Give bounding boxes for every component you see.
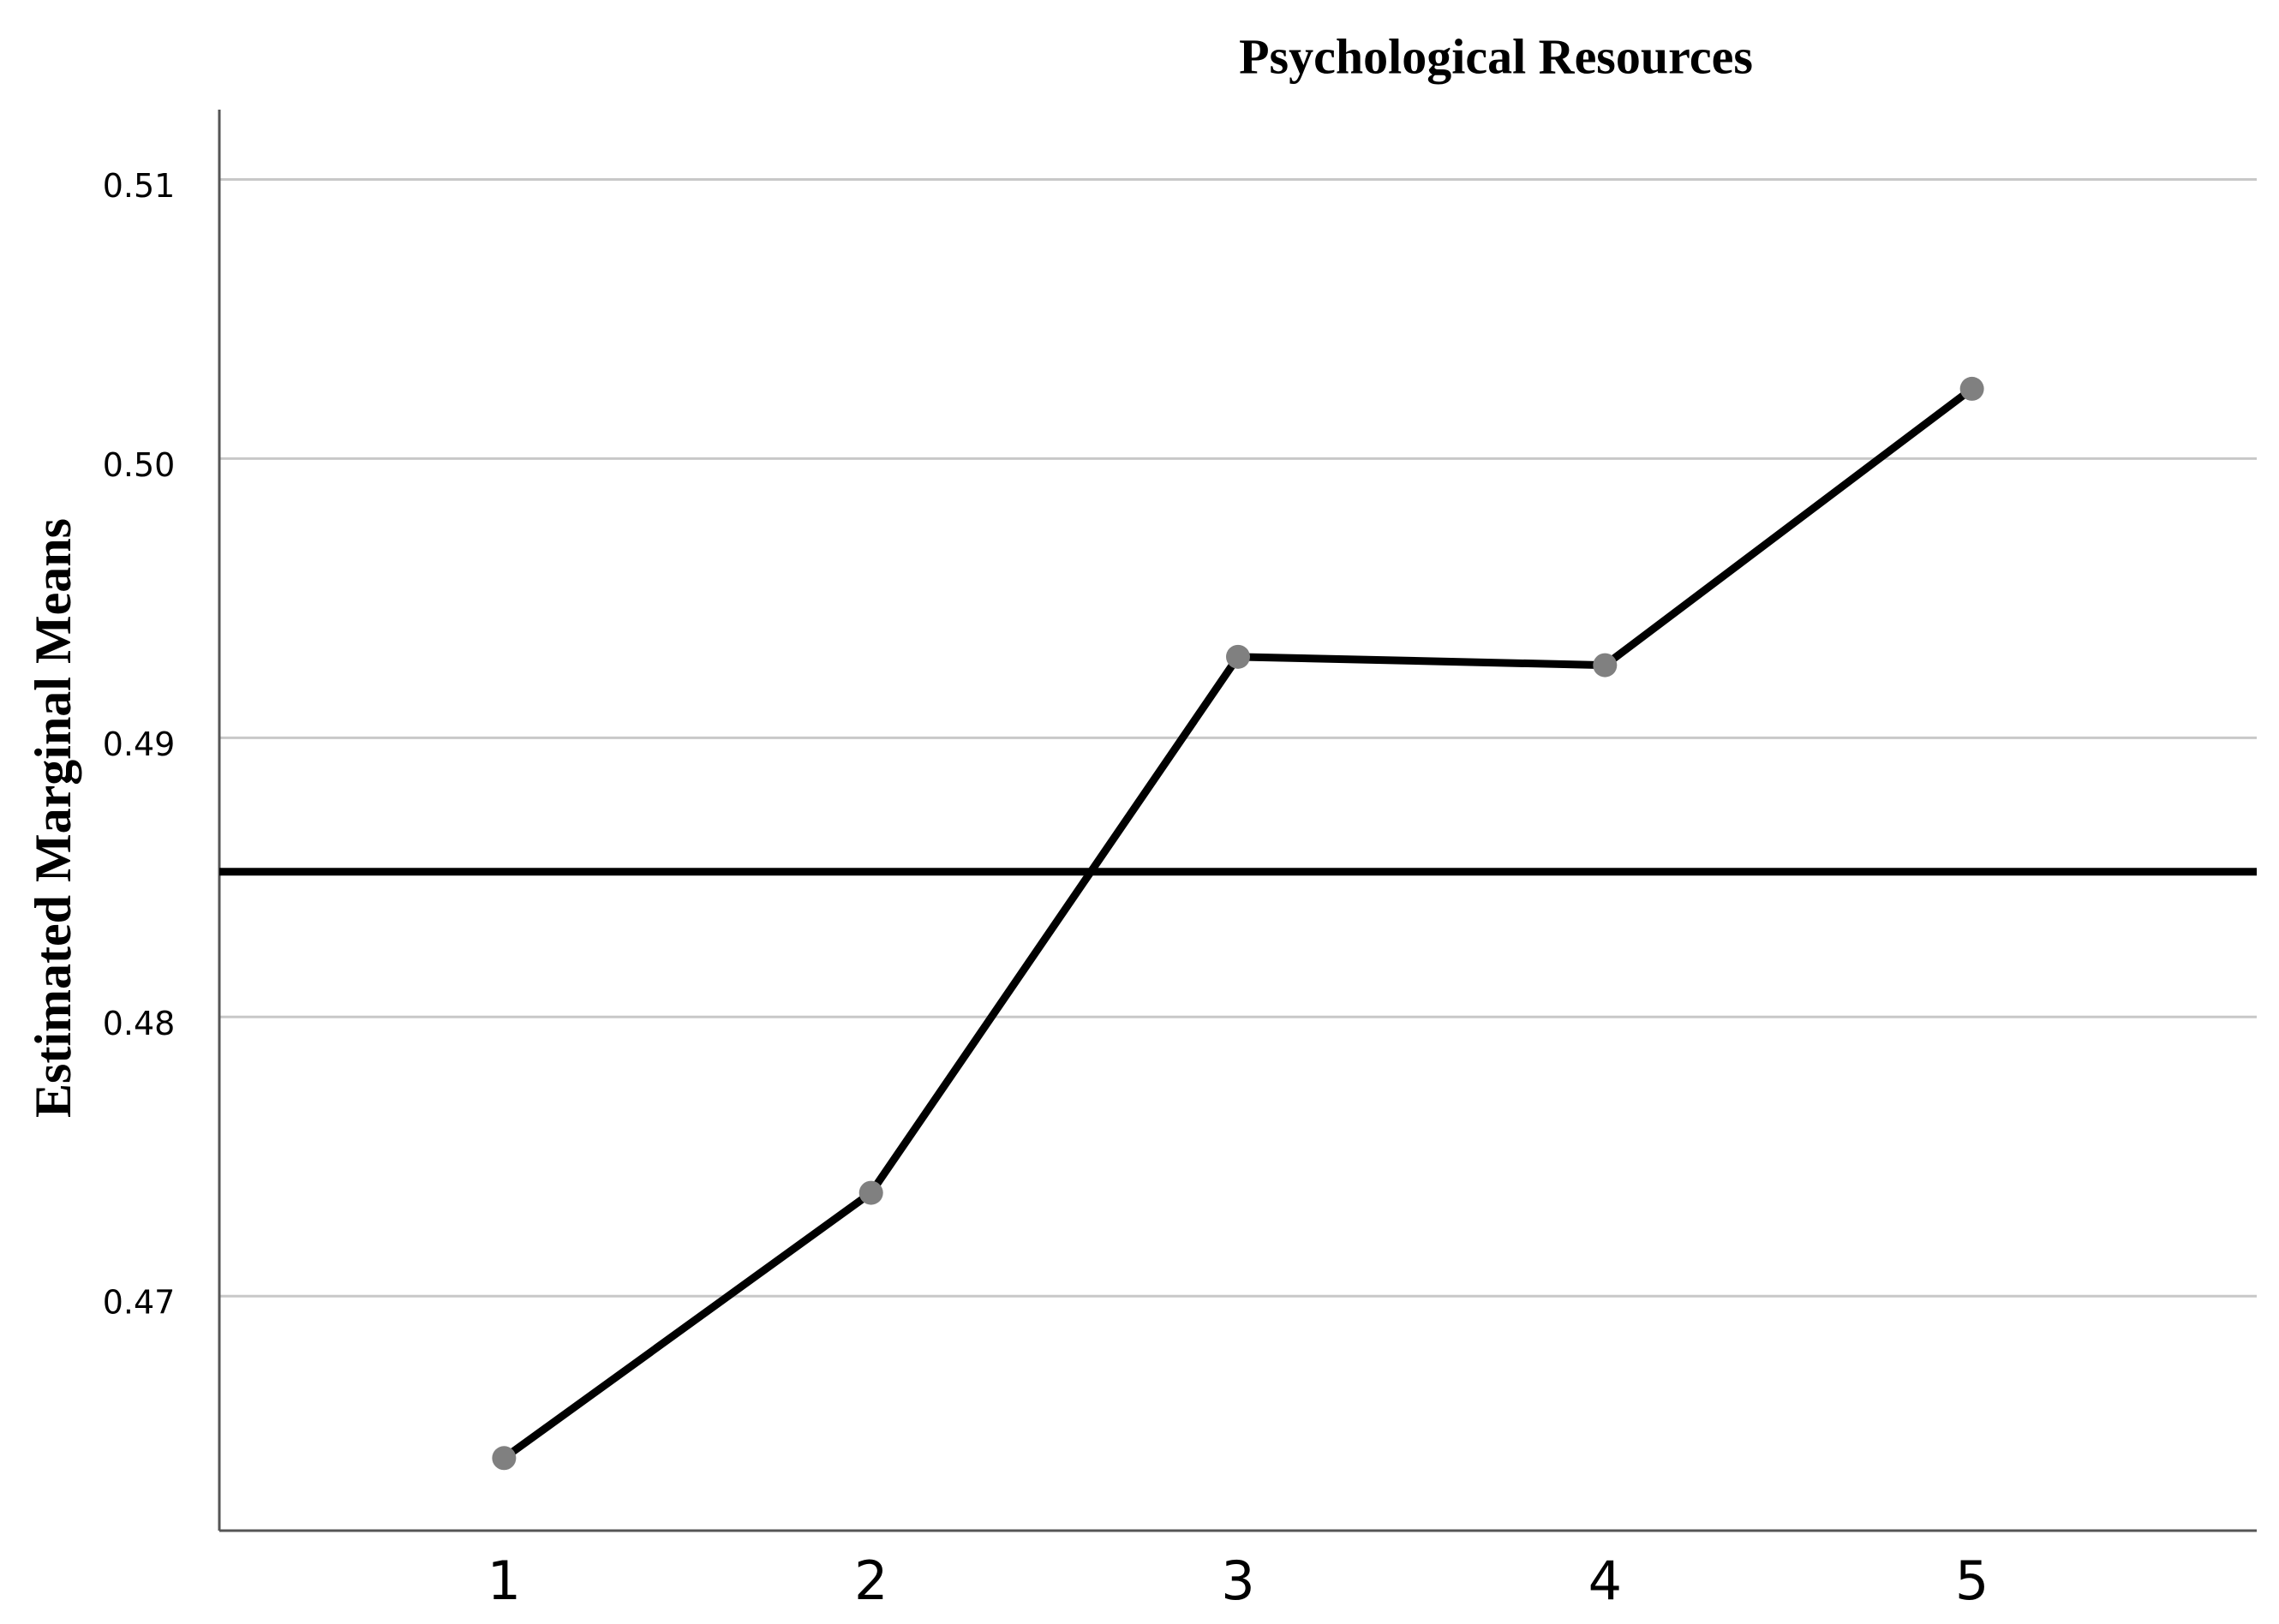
x-tick-label: 4 — [1588, 1549, 1622, 1612]
data-point — [1593, 653, 1618, 678]
x-tick-label: 1 — [488, 1549, 521, 1612]
data-line — [501, 385, 1975, 1461]
data-point — [858, 1180, 883, 1205]
y-tick-label: 0.47 — [103, 1284, 176, 1322]
y-tick-label: 0.49 — [103, 725, 176, 763]
data-point — [1226, 644, 1250, 669]
x-tick-label: 2 — [854, 1549, 888, 1612]
chart-title: Psychological Resources — [1239, 28, 1753, 84]
x-tick-label: 3 — [1221, 1549, 1254, 1612]
y-tick-label: 0.50 — [103, 446, 176, 484]
y-tick-label: 0.51 — [103, 167, 176, 205]
data-point — [1959, 376, 1984, 401]
x-tick-label: 5 — [1955, 1549, 1989, 1612]
y-tick-label: 0.48 — [103, 1005, 176, 1042]
data-point — [492, 1446, 517, 1471]
y-axis-label: Estimated Marginal Means — [25, 518, 81, 1118]
